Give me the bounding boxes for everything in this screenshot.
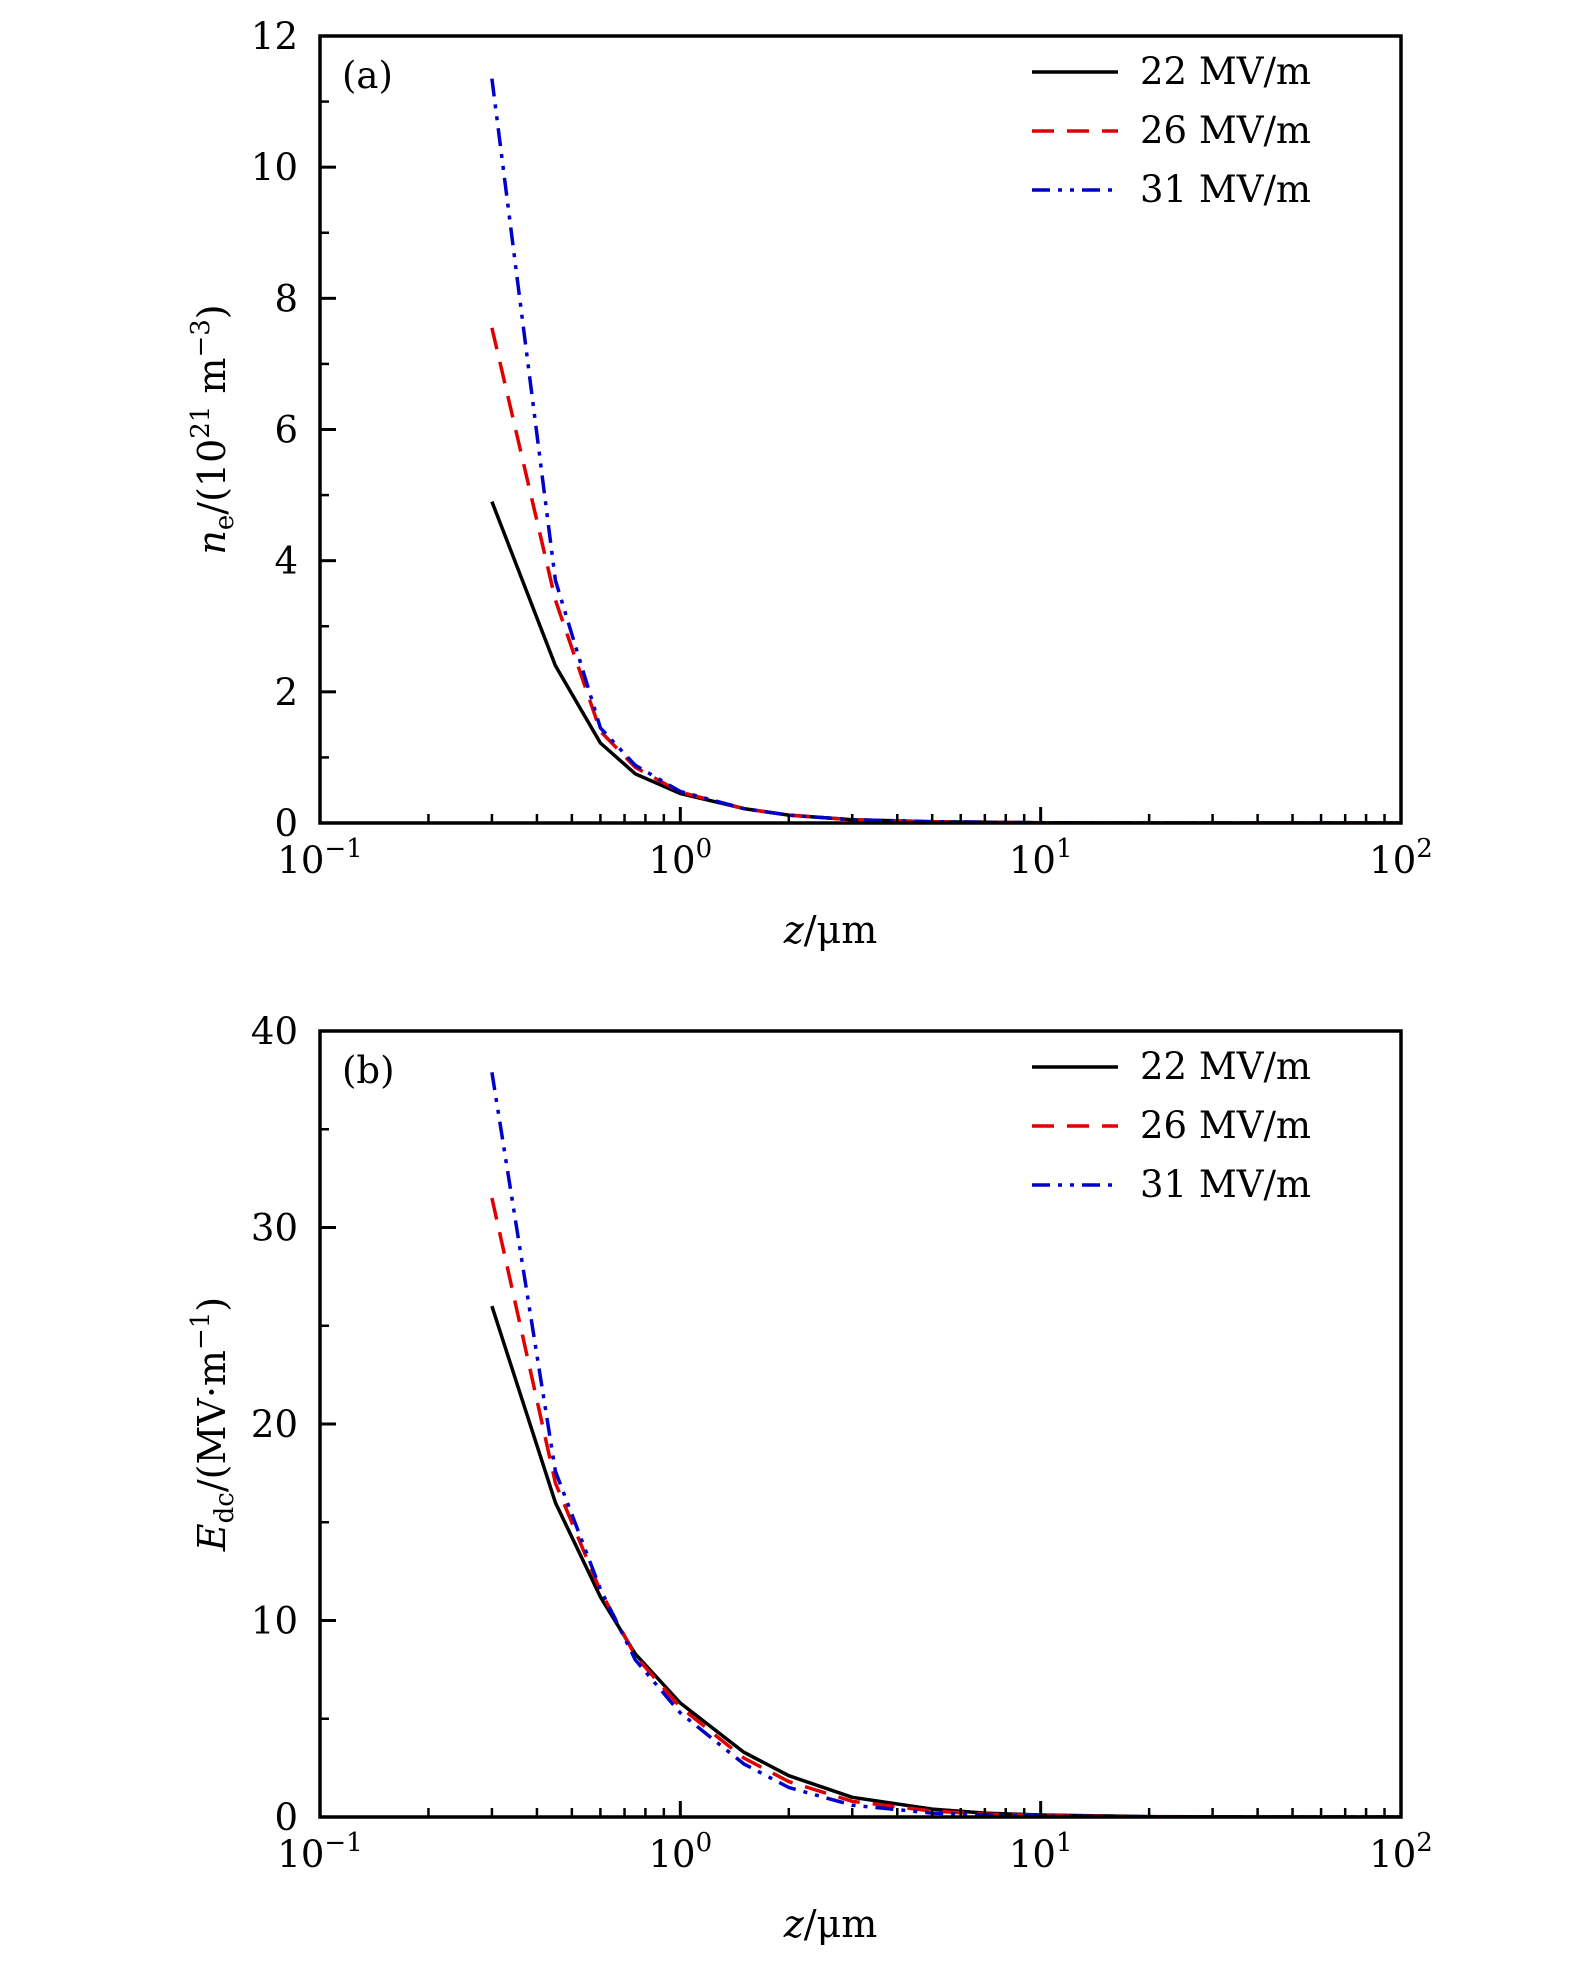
x-tick-label: 102 bbox=[1369, 834, 1433, 882]
legend-label: 31 MV/m bbox=[1140, 1163, 1311, 1206]
y-tick-label: 40 bbox=[251, 1010, 298, 1053]
y-tick-label: 0 bbox=[274, 1796, 298, 1839]
panel-label: (b) bbox=[342, 1049, 395, 1092]
x-tick-label: 101 bbox=[1009, 1828, 1073, 1876]
y-axis-label: ne/(1021 m−3) bbox=[186, 304, 240, 554]
legend-label: 22 MV/m bbox=[1140, 50, 1311, 93]
y-tick-label: 0 bbox=[274, 802, 298, 845]
series-line-22mvm bbox=[490, 1305, 1401, 1817]
series-line-31mvm bbox=[490, 78, 1401, 823]
panel-label: (a) bbox=[342, 54, 393, 97]
plot-frame bbox=[318, 1029, 1403, 1819]
plot-frame bbox=[318, 34, 1403, 825]
y-tick-label: 4 bbox=[274, 540, 298, 583]
y-tick-label: 10 bbox=[251, 146, 298, 189]
x-tick-label: 101 bbox=[1009, 834, 1073, 882]
series-line-26mvm bbox=[490, 1197, 1401, 1817]
y-axis-label: Edc/(MV·m−1) bbox=[186, 1297, 240, 1552]
x-tick-label: 102 bbox=[1369, 1828, 1433, 1876]
x-tick-label: 100 bbox=[649, 834, 713, 882]
legend-label: 31 MV/m bbox=[1140, 168, 1311, 211]
legend-label: 26 MV/m bbox=[1140, 1104, 1311, 1147]
y-tick-label: 30 bbox=[251, 1207, 298, 1250]
series-line-22mvm bbox=[490, 500, 1401, 823]
x-axis-label: z/μm bbox=[783, 1902, 878, 1946]
y-tick-label: 12 bbox=[251, 15, 298, 58]
x-tick-label: 100 bbox=[649, 1828, 713, 1876]
x-tick-label: 10−1 bbox=[277, 1828, 362, 1876]
panel-a: 10−1 100 101 102 0 2 4 6 8 10 12 z/μm ne/(1021 m−3) (… bbox=[186, 15, 1433, 952]
legend-label: 26 MV/m bbox=[1140, 109, 1311, 152]
y-tick-label: 10 bbox=[251, 1600, 298, 1643]
panel-b: 10−1 100 101 102010203040z/μmEdc/(MV·m−1)(b… bbox=[186, 1010, 1433, 1946]
x-tick-label: 10−1 bbox=[277, 834, 362, 882]
y-tick-label: 2 bbox=[274, 671, 298, 714]
legend-label: 22 MV/m bbox=[1140, 1045, 1311, 1088]
x-axis-label: z/μm bbox=[783, 908, 878, 952]
series-line-26mvm bbox=[490, 327, 1401, 823]
y-tick-label: 6 bbox=[274, 409, 298, 452]
y-tick-label: 20 bbox=[251, 1403, 298, 1446]
y-tick-label: 8 bbox=[274, 277, 298, 320]
